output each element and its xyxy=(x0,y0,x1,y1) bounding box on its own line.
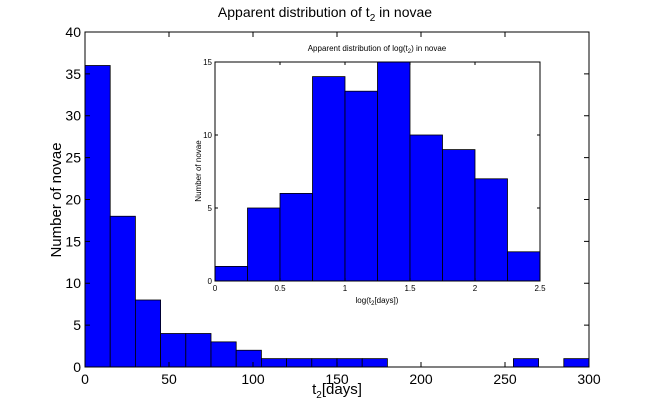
main-bar xyxy=(160,333,187,368)
main-bar xyxy=(513,358,540,368)
inset-title-suffix: ) in novae xyxy=(411,44,447,53)
main-bar xyxy=(185,333,212,368)
main-y-tick-label: 30 xyxy=(65,108,81,124)
inset-title: Apparent distribution of log(t2) in nova… xyxy=(308,44,447,55)
main-title-text: Apparent distribution of t xyxy=(218,4,370,20)
main-bar xyxy=(109,215,136,368)
inset-bar xyxy=(377,61,411,282)
main-x-tick-label: 0 xyxy=(81,371,89,387)
main-bar xyxy=(210,341,237,368)
main-y-tick-label: 10 xyxy=(65,275,81,291)
main-bars xyxy=(84,65,590,368)
inset-y-axis-label: Number of novae xyxy=(194,140,203,202)
inset-axes-box xyxy=(214,61,541,282)
inset-bar xyxy=(474,178,508,282)
inset-bar xyxy=(214,265,248,282)
main-title-subscript: 2 xyxy=(370,13,376,24)
inset-x-axis-label-suffix: [days]) xyxy=(374,296,398,305)
main-x-tick-label: 100 xyxy=(241,371,265,387)
inset-y-tick-label: 10 xyxy=(203,131,212,140)
main-x-ticks: 0 50 100 150 200 250 300 xyxy=(81,32,601,387)
inset-bar xyxy=(279,192,313,282)
main-y-tick-label: 15 xyxy=(65,233,81,249)
main-y-tick-label: 25 xyxy=(65,150,81,166)
main-bar xyxy=(563,358,590,368)
main-y-tick-label: 0 xyxy=(73,359,81,375)
inset-x-tick-label: 2.5 xyxy=(534,284,546,293)
main-y-axis-label: Number of novae xyxy=(48,142,65,257)
main-title: Apparent distribution of t2 in novae xyxy=(218,4,432,24)
main-x-axis-label-text: t xyxy=(312,381,317,398)
main-bar xyxy=(361,358,388,368)
main-x-axis-label: t2[days] xyxy=(312,381,362,401)
main-bar xyxy=(286,358,313,368)
main-y-tick-label: 35 xyxy=(65,66,81,82)
inset-x-tick-label: 2 xyxy=(473,284,478,293)
inset-y-ticks: 0 5 10 15 xyxy=(203,58,540,286)
inset-x-axis-label: log(t2[days]) xyxy=(356,296,399,307)
main-x-tick-label: 200 xyxy=(409,371,433,387)
inset-title-text: Apparent distribution of log(t xyxy=(308,44,409,53)
inset-y-tick-label: 5 xyxy=(208,204,213,213)
main-y-tick-label: 20 xyxy=(65,191,81,207)
inset-y-tick-label: 15 xyxy=(203,58,212,67)
main-bar xyxy=(260,358,287,368)
inset-bar xyxy=(442,149,476,282)
inset-x-axis-label-subscript: 2 xyxy=(371,301,375,307)
main-y-tick-label: 5 xyxy=(73,317,81,333)
main-chart: Apparent distribution of t2 in novae 0 50… xyxy=(48,4,601,401)
inset-y-tick-label: 0 xyxy=(208,277,213,286)
main-bar xyxy=(84,65,111,368)
main-x-axis-label-suffix: [days] xyxy=(322,381,362,398)
inset-bar xyxy=(409,134,443,282)
main-bar xyxy=(336,358,363,368)
main-title-suffix: in novae xyxy=(375,4,432,20)
main-x-tick-label: 250 xyxy=(493,371,517,387)
main-y-tick-label: 40 xyxy=(65,24,81,40)
inset-title-subscript: 2 xyxy=(408,49,412,55)
main-x-tick-label: 50 xyxy=(161,371,177,387)
inset-x-axis-label-text: log(t xyxy=(356,296,372,305)
inset-x-tick-label: 0.5 xyxy=(274,284,286,293)
main-x-tick-label: 300 xyxy=(577,371,601,387)
main-x-axis-label-subscript: 2 xyxy=(316,390,322,401)
inset-bar xyxy=(507,251,541,282)
inset-bars xyxy=(214,61,541,282)
main-bar xyxy=(134,299,161,368)
inset-bar xyxy=(312,76,346,282)
inset-x-tick-label: 1.5 xyxy=(404,284,416,293)
inset-x-tick-label: 0 xyxy=(213,284,218,293)
main-x-tick-label: 150 xyxy=(325,371,349,387)
main-bar xyxy=(311,358,338,368)
inset-chart: Apparent distribution of log(t2) in nova… xyxy=(194,44,546,307)
inset-x-tick-label: 1 xyxy=(343,284,348,293)
main-bar xyxy=(235,349,262,368)
inset-bar xyxy=(344,90,378,282)
inset-x-ticks: 0 0.5 1 1.5 2 2.5 xyxy=(213,62,546,293)
inset-bar xyxy=(247,207,281,282)
